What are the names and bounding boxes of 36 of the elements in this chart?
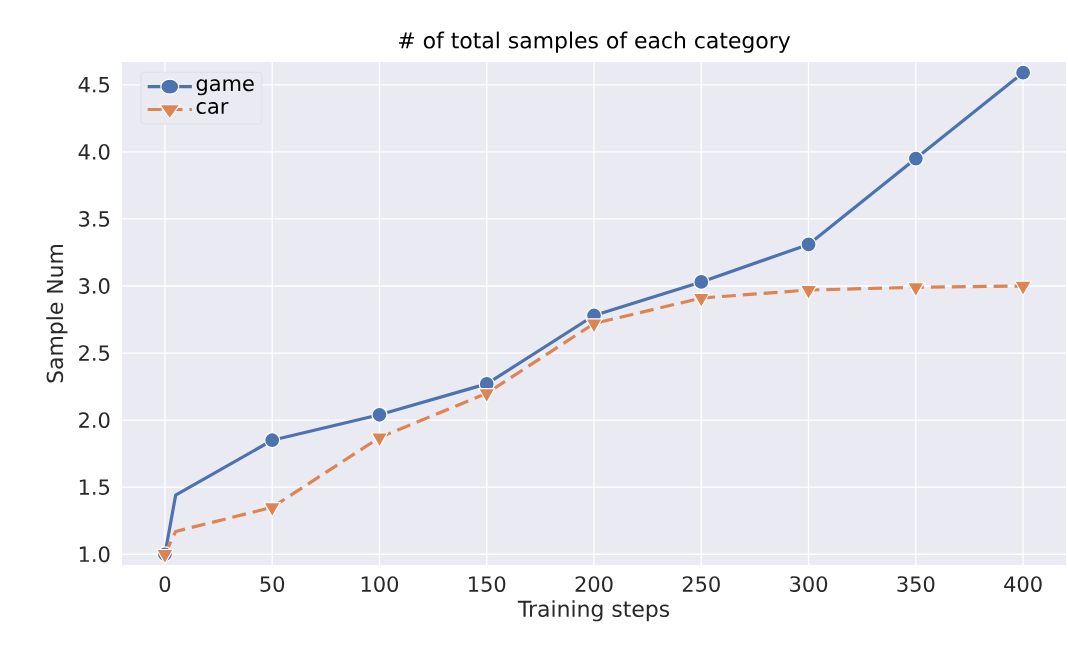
y-tick-label: 4.5 (78, 77, 110, 93)
chart-title: # of total samples of each category (399, 31, 791, 53)
x-axis-title: Training steps (517, 600, 670, 622)
point (477, 387, 496, 404)
x-tick-label: 200 (575, 576, 613, 592)
x-tick-label: 250 (682, 576, 720, 592)
point (585, 318, 603, 334)
point (693, 273, 710, 291)
point (1015, 64, 1032, 81)
point (907, 282, 925, 298)
point (1014, 280, 1032, 297)
y-tick-label: 1.5 (79, 479, 110, 495)
legend-label: game (196, 79, 254, 96)
point (800, 236, 817, 253)
x-tick-label: 0 (159, 576, 171, 592)
point (264, 432, 281, 449)
x-tick-label: 350 (897, 576, 935, 592)
y-tick-label: 2.5 (79, 345, 110, 361)
point (692, 292, 711, 309)
point (370, 432, 389, 448)
x-tick-label: 150 (469, 576, 506, 592)
y-axis-title: Sample Num (46, 244, 68, 383)
point (907, 150, 924, 167)
legend-label: car (196, 102, 229, 115)
y-tick-label: 2.0 (79, 412, 110, 429)
y-tick-label: 3.5 (79, 211, 110, 227)
x-tick-label: 50 (260, 576, 285, 592)
point (263, 501, 281, 518)
x-tick-label: 100 (361, 576, 399, 592)
x-tick-label: 400 (1004, 576, 1042, 592)
y-tick-label: 4.0 (78, 143, 110, 160)
point (799, 284, 818, 301)
y-tick-label: 1.0 (79, 546, 110, 563)
x-tick-label: 300 (790, 576, 828, 592)
point (371, 406, 388, 423)
y-tick-label: 3.0 (79, 278, 110, 294)
